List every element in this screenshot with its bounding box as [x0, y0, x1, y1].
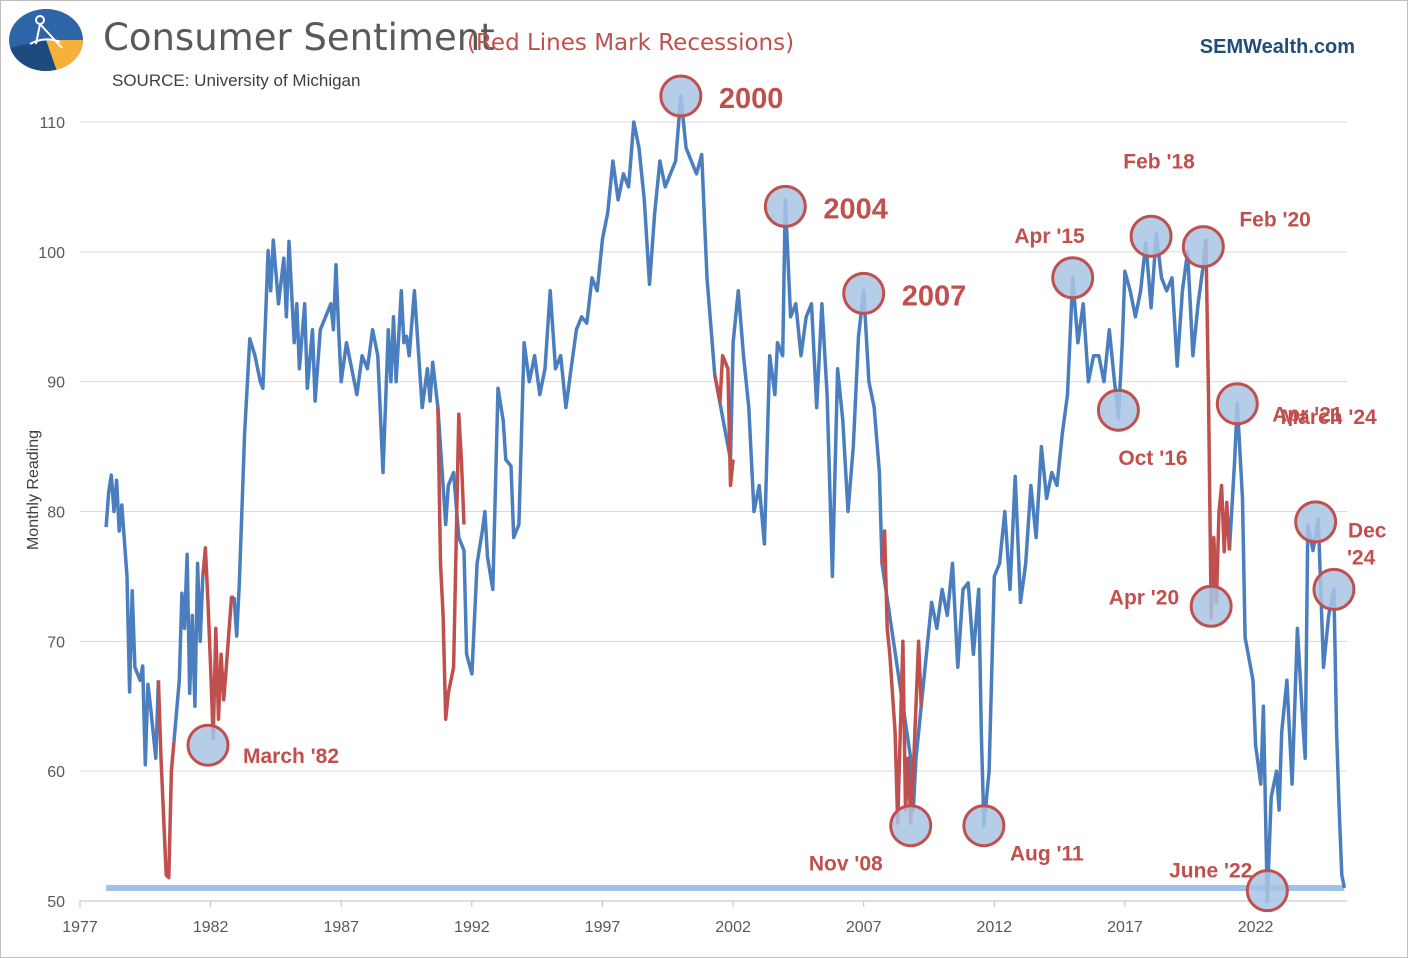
annotation-circle — [763, 184, 807, 228]
y-tick-label: 80 — [47, 505, 65, 522]
sentiment-line — [1227, 401, 1347, 903]
recession-line — [201, 546, 235, 741]
annotation-circle — [659, 74, 703, 118]
x-tick-label: 2007 — [846, 919, 882, 936]
gridlines — [80, 121, 1347, 902]
recession-line — [713, 353, 735, 488]
annotation-label: Apr '15 — [1014, 225, 1085, 248]
sentiment-line — [104, 473, 161, 767]
y-tick-label: 70 — [47, 634, 65, 651]
annotation-circle — [1189, 584, 1233, 628]
x-tick-label: 2017 — [1107, 919, 1143, 936]
brand-link[interactable]: SEMWealth.com — [1200, 36, 1355, 58]
annotation-label: Feb '18 — [1123, 150, 1195, 173]
annotation-circle — [1215, 382, 1259, 426]
annotation-label: Oct '16 — [1118, 447, 1187, 470]
annotation-label: '24 — [1347, 546, 1376, 569]
source-note: SOURCE: University of Michigan — [112, 71, 360, 90]
x-tick-label: 2002 — [715, 919, 751, 936]
x-tick-labels: 1977 1982 1987 1992 1997 2002 2007 2012 2017 2022 — [62, 901, 1273, 936]
annotation-label: 2000 — [719, 83, 784, 115]
annotation-circle — [1312, 567, 1356, 611]
annotation-circle — [1096, 388, 1140, 432]
annotation-circle — [1245, 869, 1289, 913]
compass-logo-icon — [9, 9, 83, 71]
annotation-circle — [1294, 500, 1338, 544]
annotation-label: Dec — [1348, 519, 1387, 542]
annotation-label: 2004 — [823, 193, 888, 225]
annotation-circle — [889, 804, 933, 848]
annotation-circle — [1181, 225, 1225, 269]
y-tick-labels: 50 60 70 80 90 100 110 — [38, 115, 65, 911]
y-tick-label: 100 — [38, 245, 65, 262]
annotation-label: Nov '08 — [809, 853, 883, 876]
annotation-circle — [1051, 256, 1095, 300]
x-tick-label: 1982 — [193, 919, 229, 936]
x-tick-label: 2022 — [1238, 919, 1274, 936]
recession-line — [156, 680, 176, 880]
chart-title: Consumer Sentiment — [103, 16, 495, 59]
y-tick-label: 60 — [47, 764, 65, 781]
sentiment-line — [172, 552, 205, 742]
x-tick-label: 1977 — [62, 919, 98, 936]
annotation-label: Aug '11 — [1010, 843, 1084, 866]
x-tick-label: 2012 — [977, 919, 1013, 936]
annotation-label: March '24 — [1281, 406, 1377, 429]
x-tick-label: 1992 — [454, 919, 490, 936]
y-tick-label: 50 — [47, 894, 65, 911]
y-tick-label: 110 — [39, 115, 65, 132]
annotation-circle — [842, 271, 886, 315]
x-tick-label: 1987 — [323, 919, 359, 936]
annotation-label: March '82 — [243, 745, 339, 768]
recession-line — [436, 407, 466, 721]
annotation-circle — [1129, 214, 1173, 258]
annotation-label: June '22 — [1169, 860, 1252, 883]
chart-subtitle: (Red Lines Mark Recessions) — [467, 30, 794, 56]
annotation-label: Apr '20 — [1109, 586, 1179, 609]
annotation-circle — [186, 723, 230, 767]
recession-line — [880, 529, 923, 825]
annotation-label: 2007 — [902, 280, 967, 312]
annotation-label: Apr '21 — [1272, 404, 1343, 427]
x-tick-label: 1997 — [585, 919, 621, 936]
recession-line — [1204, 238, 1232, 620]
annotation-label: Feb '20 — [1239, 209, 1311, 232]
y-axis-label: Monthly Reading — [25, 430, 42, 550]
sentiment-line — [232, 94, 1208, 828]
annotation-circle — [962, 804, 1006, 848]
y-tick-label: 90 — [47, 375, 65, 392]
annotations: March '82 2000 2004 2007 Nov '08 Aug '11 Apr '… — [186, 74, 1387, 913]
